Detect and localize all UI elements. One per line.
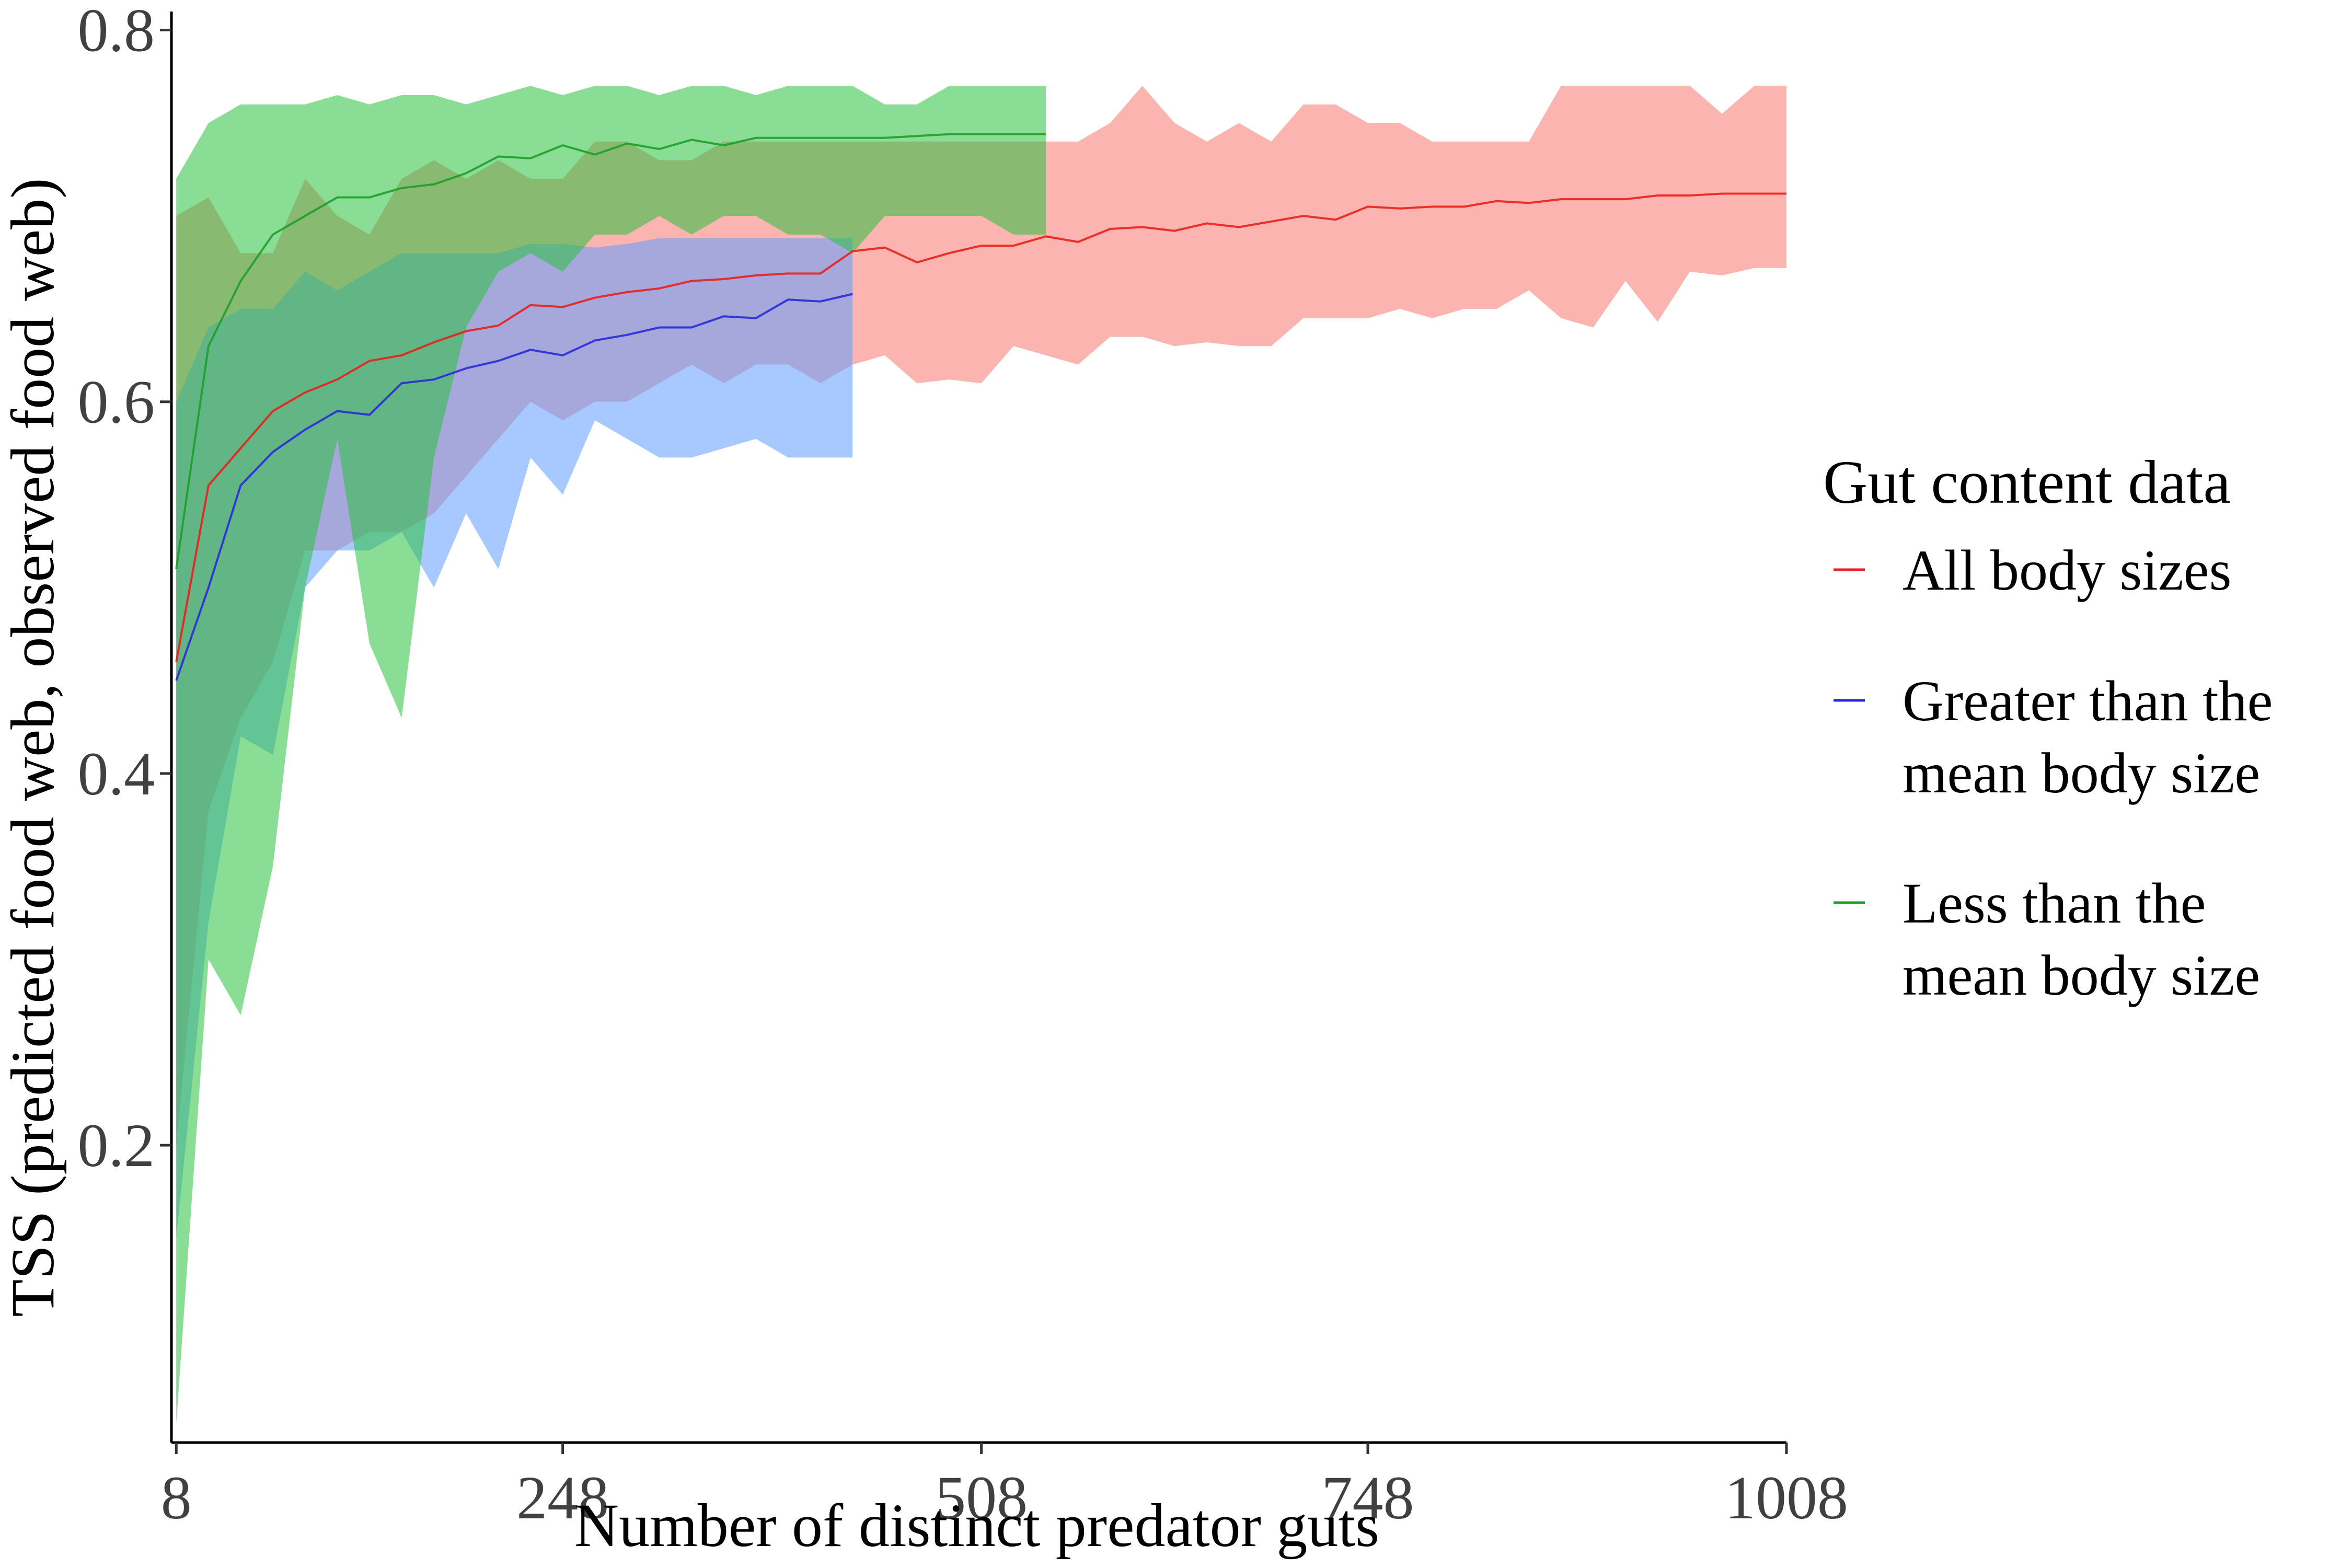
y-tick-label: 0.6 bbox=[78, 368, 155, 436]
x-tick-label: 248 bbox=[516, 1463, 609, 1532]
band-series-3 bbox=[176, 86, 1046, 1424]
legend-title: Gut content data bbox=[1823, 448, 2231, 516]
legend-item: Less than the mean body size bbox=[1834, 871, 2260, 1007]
y-tick-label: 0.8 bbox=[78, 0, 155, 65]
y-tick-label: 0.4 bbox=[78, 740, 155, 808]
legend-label: Greater than the bbox=[1903, 669, 2273, 733]
legend-label: mean body size bbox=[1903, 943, 2260, 1007]
legend-item: Greater than the mean body size bbox=[1834, 669, 2273, 805]
x-axis-title: Number of distinct predator guts bbox=[574, 1491, 1379, 1560]
x-tick-label: 1008 bbox=[1725, 1463, 1848, 1532]
mean-lines bbox=[175, 133, 1786, 681]
legend-item: All body sizes bbox=[1834, 538, 2231, 602]
x-tick-label: 8 bbox=[161, 1463, 192, 1532]
x-tick-label: 748 bbox=[1322, 1463, 1414, 1532]
legend-label: Less than the bbox=[1903, 871, 2206, 935]
line-series-2 bbox=[175, 293, 853, 681]
x-tick-label: 508 bbox=[935, 1463, 1028, 1532]
legend-label: mean body size bbox=[1903, 741, 2260, 805]
y-axis-title: TSS (predicted food web, observed food w… bbox=[0, 178, 67, 1317]
y-axis-ticks: 0.2 0.4 0.6 0.8 bbox=[78, 0, 171, 1180]
confidence-bands bbox=[176, 86, 1787, 1424]
line-series-1 bbox=[175, 192, 1786, 662]
line-series-3 bbox=[175, 133, 1046, 570]
x-axis-ticks: 8 248 508 748 1008 bbox=[161, 1443, 1848, 1532]
legend: Gut content data All body sizes Greater t… bbox=[1823, 448, 2273, 1007]
y-tick-label: 0.2 bbox=[78, 1111, 155, 1180]
legend-label: All body sizes bbox=[1903, 538, 2231, 602]
legend-items: All body sizes Greater than the mean body … bbox=[1834, 538, 2273, 1007]
